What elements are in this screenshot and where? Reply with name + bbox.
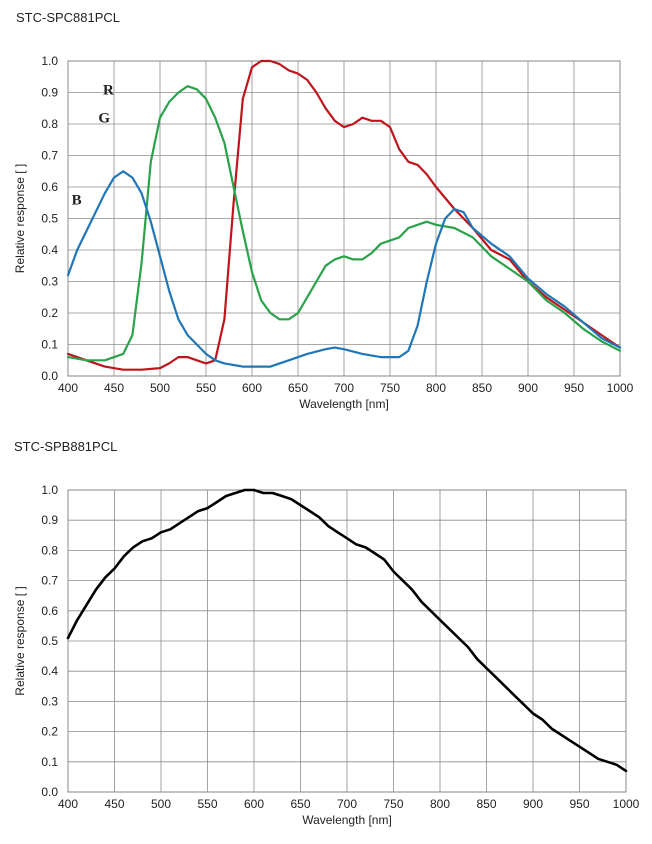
chart2-xtick-label: 650 <box>290 797 310 811</box>
chart2-xtick-label: 800 <box>430 797 450 811</box>
chart1-xtick-label: 850 <box>472 381 492 395</box>
chart2-xtick-label: 700 <box>337 797 357 811</box>
chart1-xtick-label: 400 <box>58 381 78 395</box>
chart-title-color: STC-SPC881PCL <box>16 10 121 25</box>
chart2-ytick-label: 0.8 <box>41 543 58 557</box>
chart2-ytick-label: 1.0 <box>41 483 58 497</box>
chart1-xtick-label: 900 <box>518 381 538 395</box>
chart2-xtick-label: 400 <box>58 797 78 811</box>
chart2-xtick-label: 550 <box>197 797 217 811</box>
chart1-xtick-label: 550 <box>196 381 216 395</box>
chart2-ytick-label: 0.7 <box>41 574 58 588</box>
chart1-xtick-label: 750 <box>380 381 400 395</box>
chart1-series-g-line <box>66 85 622 362</box>
chart2-ytick-label: 0.6 <box>41 604 58 618</box>
chart1-series-r-label: R <box>103 82 114 98</box>
chart1-xtick-label: 1000 <box>607 381 634 395</box>
chart1-ytick-label: 0.4 <box>41 243 58 257</box>
chart2-ytick-label: 0.9 <box>41 513 58 527</box>
chart1-ytick-label: 0.0 <box>41 369 58 383</box>
chart2-x-axis-label: Wavelength [nm] <box>302 813 392 827</box>
chart2-xtick-label: 850 <box>476 797 496 811</box>
chart1-ytick-label: 0.9 <box>41 86 58 100</box>
chart2-series-line <box>66 488 628 773</box>
chart1-ytick-label: 0.6 <box>41 180 58 194</box>
chart1-x-axis-label: Wavelength [nm] <box>299 397 389 411</box>
chart2-ytick-label: 0.2 <box>41 725 58 739</box>
chart1-ytick-label: 0.7 <box>41 149 58 163</box>
chart1-xtick-label: 600 <box>242 381 262 395</box>
chart2-xtick-label: 950 <box>569 797 589 811</box>
chart1-ytick-label: 0.5 <box>41 212 58 226</box>
chart1-y-axis-label: Relative response [ ] <box>13 164 27 273</box>
chart2-xtick-label: 1000 <box>613 797 640 811</box>
chart1-xtick-label: 700 <box>334 381 354 395</box>
chart1-series-b-label: B <box>72 193 82 209</box>
chart2-ytick-label: 0.3 <box>41 694 58 708</box>
chart1-series-b-line <box>66 170 622 368</box>
chart2-ytick-label: 0.0 <box>41 785 58 799</box>
chart2-ytick-label: 0.5 <box>41 634 58 648</box>
chart2-xtick-label: 500 <box>151 797 171 811</box>
chart1-series-g-label: G <box>98 111 110 127</box>
chart2-xtick-label: 600 <box>244 797 264 811</box>
chart2-xtick-label: 900 <box>523 797 543 811</box>
chart1-series-r-line <box>66 59 622 371</box>
chart2-ytick-label: 0.4 <box>41 664 58 678</box>
chart1-xtick-label: 450 <box>104 381 124 395</box>
chart1-xtick-label: 950 <box>564 381 584 395</box>
chart2-ytick-label: 0.1 <box>41 755 58 769</box>
chart1-ytick-label: 0.3 <box>41 275 58 289</box>
chart1-ytick-label: 0.1 <box>41 338 58 352</box>
chart-title-mono: STC-SPB881PCL <box>14 439 118 454</box>
chart1-xtick-label: 650 <box>288 381 308 395</box>
chart1-ytick-label: 0.2 <box>41 306 58 320</box>
chart2-y-axis-label: Relative response [ ] <box>13 586 27 695</box>
chart2-xtick-label: 450 <box>104 797 124 811</box>
chart1-xtick-label: 500 <box>150 381 170 395</box>
chart1-xtick-label: 800 <box>426 381 446 395</box>
chart1-ytick-label: 1.0 <box>41 54 58 68</box>
chart1-ytick-label: 0.8 <box>41 117 58 131</box>
chart2-xtick-label: 750 <box>383 797 403 811</box>
